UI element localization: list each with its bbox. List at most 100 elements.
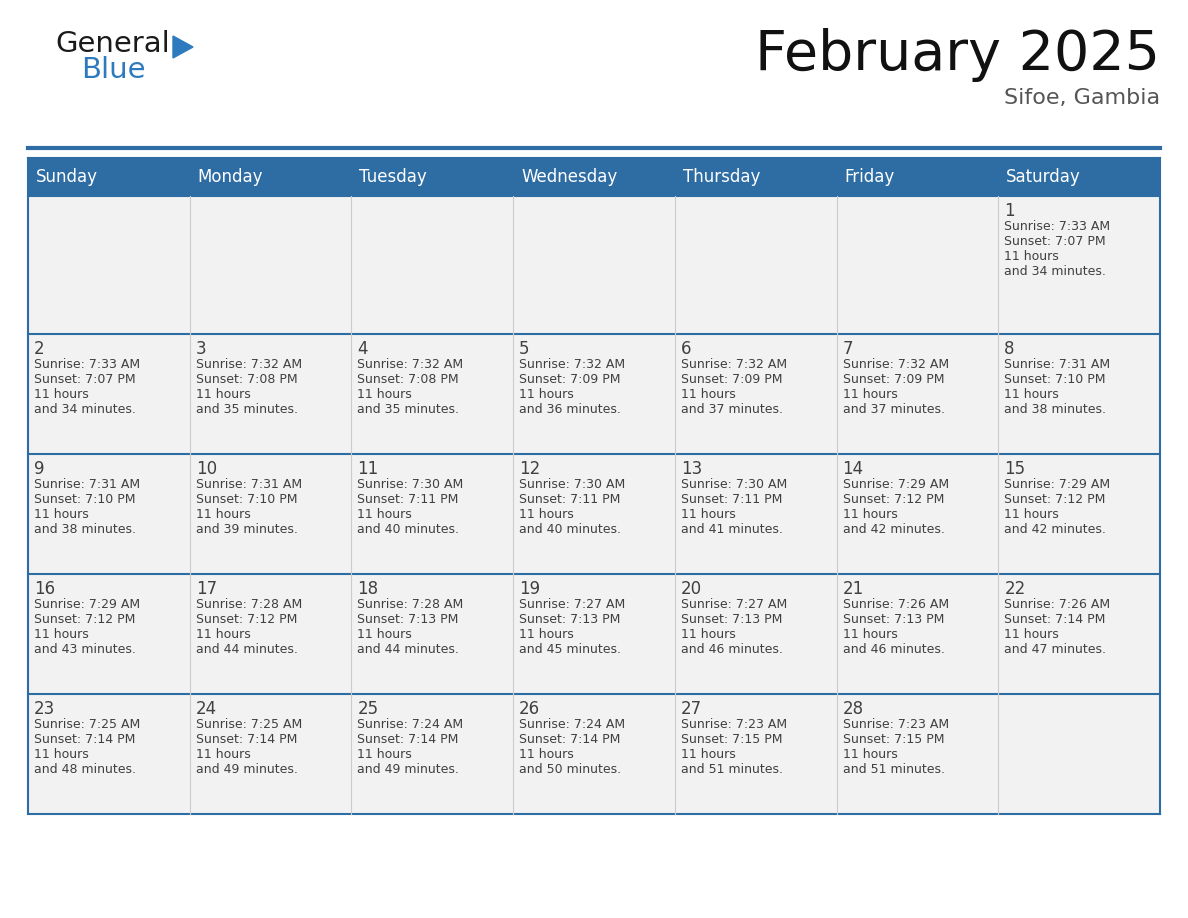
Text: Sunset: 7:11 PM: Sunset: 7:11 PM xyxy=(681,493,782,506)
Bar xyxy=(513,694,675,814)
Text: 11 hours: 11 hours xyxy=(34,748,89,761)
Text: and 42 minutes.: and 42 minutes. xyxy=(842,523,944,536)
Text: Sunrise: 7:26 AM: Sunrise: 7:26 AM xyxy=(842,598,949,611)
Text: and 48 minutes.: and 48 minutes. xyxy=(34,763,135,776)
Bar xyxy=(998,196,1159,334)
Text: Sunrise: 7:32 AM: Sunrise: 7:32 AM xyxy=(681,358,786,371)
Text: 7: 7 xyxy=(842,340,853,358)
Text: Sunrise: 7:26 AM: Sunrise: 7:26 AM xyxy=(1004,598,1111,611)
Text: and 47 minutes.: and 47 minutes. xyxy=(1004,643,1106,656)
Text: 21: 21 xyxy=(842,580,864,598)
Bar xyxy=(675,196,836,334)
Text: and 49 minutes.: and 49 minutes. xyxy=(196,763,297,776)
Text: 11 hours: 11 hours xyxy=(358,628,412,641)
Text: 11: 11 xyxy=(358,460,379,478)
Text: 10: 10 xyxy=(196,460,217,478)
Text: Sunset: 7:08 PM: Sunset: 7:08 PM xyxy=(358,373,459,386)
Text: Sunrise: 7:30 AM: Sunrise: 7:30 AM xyxy=(519,478,625,491)
Bar xyxy=(998,694,1159,814)
Bar xyxy=(29,574,190,694)
Bar xyxy=(513,454,675,574)
Text: 18: 18 xyxy=(358,580,379,598)
Text: Sunrise: 7:31 AM: Sunrise: 7:31 AM xyxy=(196,478,302,491)
Text: 11 hours: 11 hours xyxy=(34,628,89,641)
Text: 14: 14 xyxy=(842,460,864,478)
Text: Sunrise: 7:30 AM: Sunrise: 7:30 AM xyxy=(358,478,463,491)
Bar xyxy=(29,454,190,574)
Text: 3: 3 xyxy=(196,340,207,358)
Text: 11 hours: 11 hours xyxy=(681,628,735,641)
Text: 11 hours: 11 hours xyxy=(196,628,251,641)
Text: Monday: Monday xyxy=(197,168,264,186)
Bar xyxy=(190,454,352,574)
Text: Sunday: Sunday xyxy=(36,168,97,186)
Text: Sunset: 7:15 PM: Sunset: 7:15 PM xyxy=(681,733,783,746)
Text: and 36 minutes.: and 36 minutes. xyxy=(519,403,621,416)
Text: 1: 1 xyxy=(1004,202,1015,220)
Text: 11 hours: 11 hours xyxy=(842,388,897,401)
Bar xyxy=(513,574,675,694)
Text: Sunset: 7:14 PM: Sunset: 7:14 PM xyxy=(34,733,135,746)
Bar xyxy=(513,334,675,454)
Bar xyxy=(675,694,836,814)
Text: and 46 minutes.: and 46 minutes. xyxy=(681,643,783,656)
Text: Sunset: 7:14 PM: Sunset: 7:14 PM xyxy=(358,733,459,746)
Text: 11 hours: 11 hours xyxy=(842,508,897,521)
Text: 4: 4 xyxy=(358,340,368,358)
Text: 11 hours: 11 hours xyxy=(1004,388,1059,401)
Text: and 34 minutes.: and 34 minutes. xyxy=(34,403,135,416)
Text: Sunrise: 7:29 AM: Sunrise: 7:29 AM xyxy=(1004,478,1111,491)
Text: 11 hours: 11 hours xyxy=(34,508,89,521)
Text: 11 hours: 11 hours xyxy=(842,628,897,641)
Bar xyxy=(190,694,352,814)
Text: 11 hours: 11 hours xyxy=(34,388,89,401)
Bar xyxy=(998,334,1159,454)
Text: 11 hours: 11 hours xyxy=(519,748,574,761)
Text: 2: 2 xyxy=(34,340,45,358)
Text: 13: 13 xyxy=(681,460,702,478)
Text: Sunset: 7:12 PM: Sunset: 7:12 PM xyxy=(1004,493,1106,506)
Text: and 50 minutes.: and 50 minutes. xyxy=(519,763,621,776)
Bar xyxy=(675,454,836,574)
Bar xyxy=(352,454,513,574)
Text: Sunrise: 7:25 AM: Sunrise: 7:25 AM xyxy=(34,718,140,731)
Text: Sunrise: 7:33 AM: Sunrise: 7:33 AM xyxy=(34,358,140,371)
Text: Sunset: 7:13 PM: Sunset: 7:13 PM xyxy=(681,613,782,626)
Text: Sunset: 7:10 PM: Sunset: 7:10 PM xyxy=(1004,373,1106,386)
Text: Sunset: 7:09 PM: Sunset: 7:09 PM xyxy=(519,373,620,386)
Text: Sunrise: 7:32 AM: Sunrise: 7:32 AM xyxy=(196,358,302,371)
Bar xyxy=(352,334,513,454)
Text: Sunset: 7:10 PM: Sunset: 7:10 PM xyxy=(196,493,297,506)
Text: Sunrise: 7:29 AM: Sunrise: 7:29 AM xyxy=(842,478,949,491)
Text: Blue: Blue xyxy=(81,56,145,84)
Text: Sunset: 7:13 PM: Sunset: 7:13 PM xyxy=(842,613,944,626)
Text: and 34 minutes.: and 34 minutes. xyxy=(1004,265,1106,278)
Text: 16: 16 xyxy=(34,580,55,598)
Text: and 41 minutes.: and 41 minutes. xyxy=(681,523,783,536)
Text: February 2025: February 2025 xyxy=(756,28,1159,82)
Text: Friday: Friday xyxy=(845,168,895,186)
Text: and 46 minutes.: and 46 minutes. xyxy=(842,643,944,656)
Text: Sunset: 7:08 PM: Sunset: 7:08 PM xyxy=(196,373,297,386)
Text: 11 hours: 11 hours xyxy=(681,748,735,761)
Bar xyxy=(29,694,190,814)
Bar xyxy=(836,334,998,454)
Bar xyxy=(675,574,836,694)
Text: Sunrise: 7:31 AM: Sunrise: 7:31 AM xyxy=(34,478,140,491)
Text: Sunrise: 7:24 AM: Sunrise: 7:24 AM xyxy=(358,718,463,731)
Bar xyxy=(29,334,190,454)
Text: General: General xyxy=(55,30,170,58)
Text: and 40 minutes.: and 40 minutes. xyxy=(519,523,621,536)
Text: 9: 9 xyxy=(34,460,44,478)
Text: Sunrise: 7:29 AM: Sunrise: 7:29 AM xyxy=(34,598,140,611)
Text: Sunset: 7:14 PM: Sunset: 7:14 PM xyxy=(519,733,620,746)
Bar xyxy=(29,158,1159,196)
Text: 11 hours: 11 hours xyxy=(1004,628,1059,641)
Text: 11 hours: 11 hours xyxy=(196,388,251,401)
Text: and 51 minutes.: and 51 minutes. xyxy=(842,763,944,776)
Text: Tuesday: Tuesday xyxy=(360,168,428,186)
Text: 11 hours: 11 hours xyxy=(681,388,735,401)
Text: and 42 minutes.: and 42 minutes. xyxy=(1004,523,1106,536)
Text: Sunset: 7:09 PM: Sunset: 7:09 PM xyxy=(681,373,783,386)
Text: and 45 minutes.: and 45 minutes. xyxy=(519,643,621,656)
